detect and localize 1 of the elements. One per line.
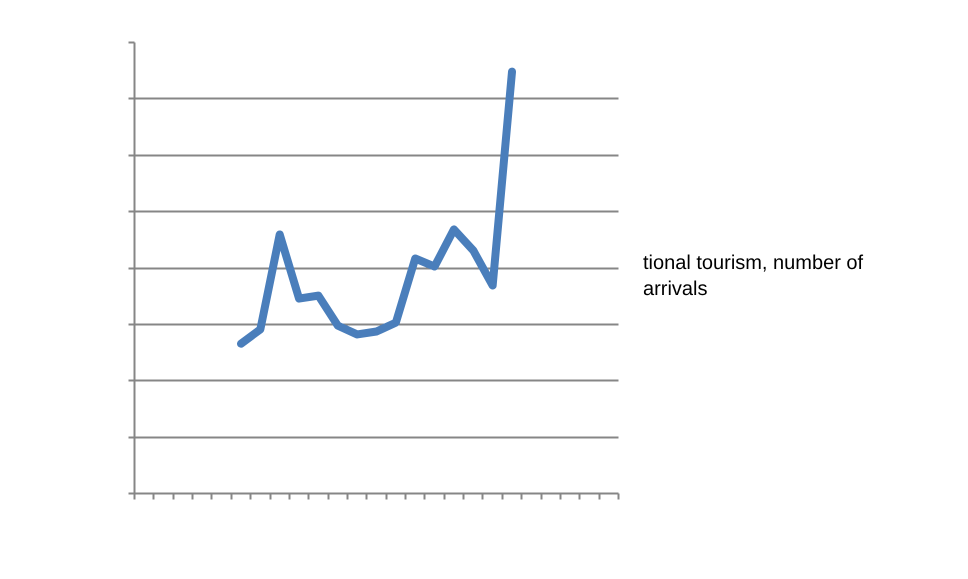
text: tional tourism, number of arrivals [643,251,864,302]
